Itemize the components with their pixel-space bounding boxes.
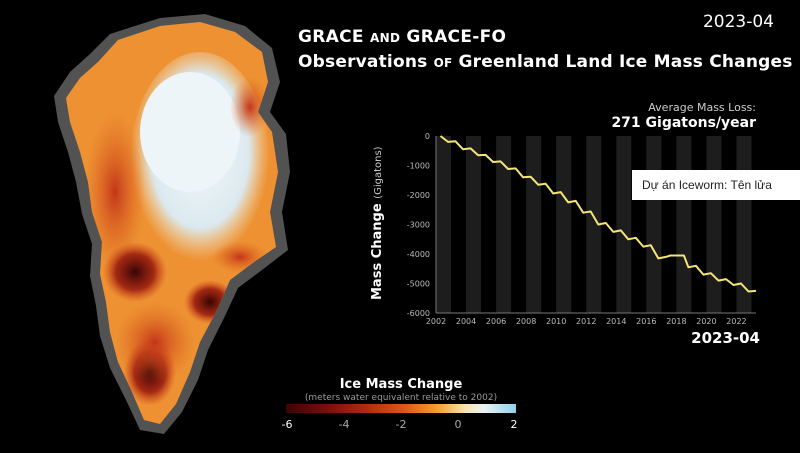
y-tick-label: -2000: [407, 191, 430, 200]
title-line-2: Observations OF Greenland Land Ice Mass …: [298, 52, 793, 72]
x-tick-label: 2014: [606, 317, 626, 326]
series-line: [439, 135, 757, 293]
y-tick-label: -5000: [407, 280, 430, 289]
year-band: [706, 136, 722, 313]
x-tick-label: 2006: [486, 317, 506, 326]
year-band: [646, 136, 662, 313]
year-band: [496, 136, 512, 313]
year-band: [436, 136, 452, 313]
colorbar-title: Ice Mass Change: [339, 377, 463, 392]
page-title: GRACE AND GRACE-FO Observations OF Green…: [298, 27, 793, 72]
year-band: [466, 136, 482, 313]
colorbar-tick: -2: [395, 418, 407, 431]
x-tick-label: 2016: [636, 317, 656, 326]
title-line-1: GRACE AND GRACE-FO: [298, 27, 507, 47]
x-tick-label: 2002: [426, 317, 446, 326]
x-tick-label: 2010: [546, 317, 566, 326]
x-tick-label: 2012: [576, 317, 596, 326]
year-band: [586, 136, 602, 313]
colorbar-tick: -6: [281, 418, 293, 431]
year-band: [526, 136, 542, 313]
x-tick-label: 2004: [456, 317, 476, 326]
y-tick-label: -4000: [407, 250, 430, 259]
date-label-top: 2023-04: [702, 12, 774, 32]
colorbar-tick: 0: [454, 418, 462, 431]
colorbar-subtitle: (meters water equivalent relative to 200…: [304, 393, 498, 403]
link-tooltip[interactable]: Dự án Iceworm: Tên lửa: [632, 170, 800, 200]
colorbar-tick: 2: [510, 418, 518, 431]
colorbar: [286, 404, 516, 413]
date-label-chart: 2023-04: [691, 329, 760, 347]
average-value: 271 Gigatons/year: [611, 115, 756, 131]
y-tick-label: -3000: [407, 221, 430, 230]
x-tick-label: 2020: [696, 317, 716, 326]
average-mass-loss: Average Mass Loss: 271 Gigatons/year: [611, 101, 756, 131]
y-tick-label: -6000: [407, 309, 430, 318]
x-tick-label: 2022: [726, 317, 746, 326]
y-tick-label: -1000: [407, 162, 430, 171]
x-tick-label: 2018: [666, 317, 686, 326]
colorbar-tick: -4: [338, 418, 350, 431]
colorbar-title-block: Ice Mass Change (meters water equivalent…: [286, 377, 516, 403]
greenland-map: [54, 14, 290, 434]
x-tick-label: 2008: [516, 317, 536, 326]
y-tick-label: 0: [425, 132, 430, 141]
year-band: [556, 136, 572, 313]
average-label: Average Mass Loss:: [648, 101, 756, 114]
year-band: [616, 136, 632, 313]
year-band: [676, 136, 692, 313]
